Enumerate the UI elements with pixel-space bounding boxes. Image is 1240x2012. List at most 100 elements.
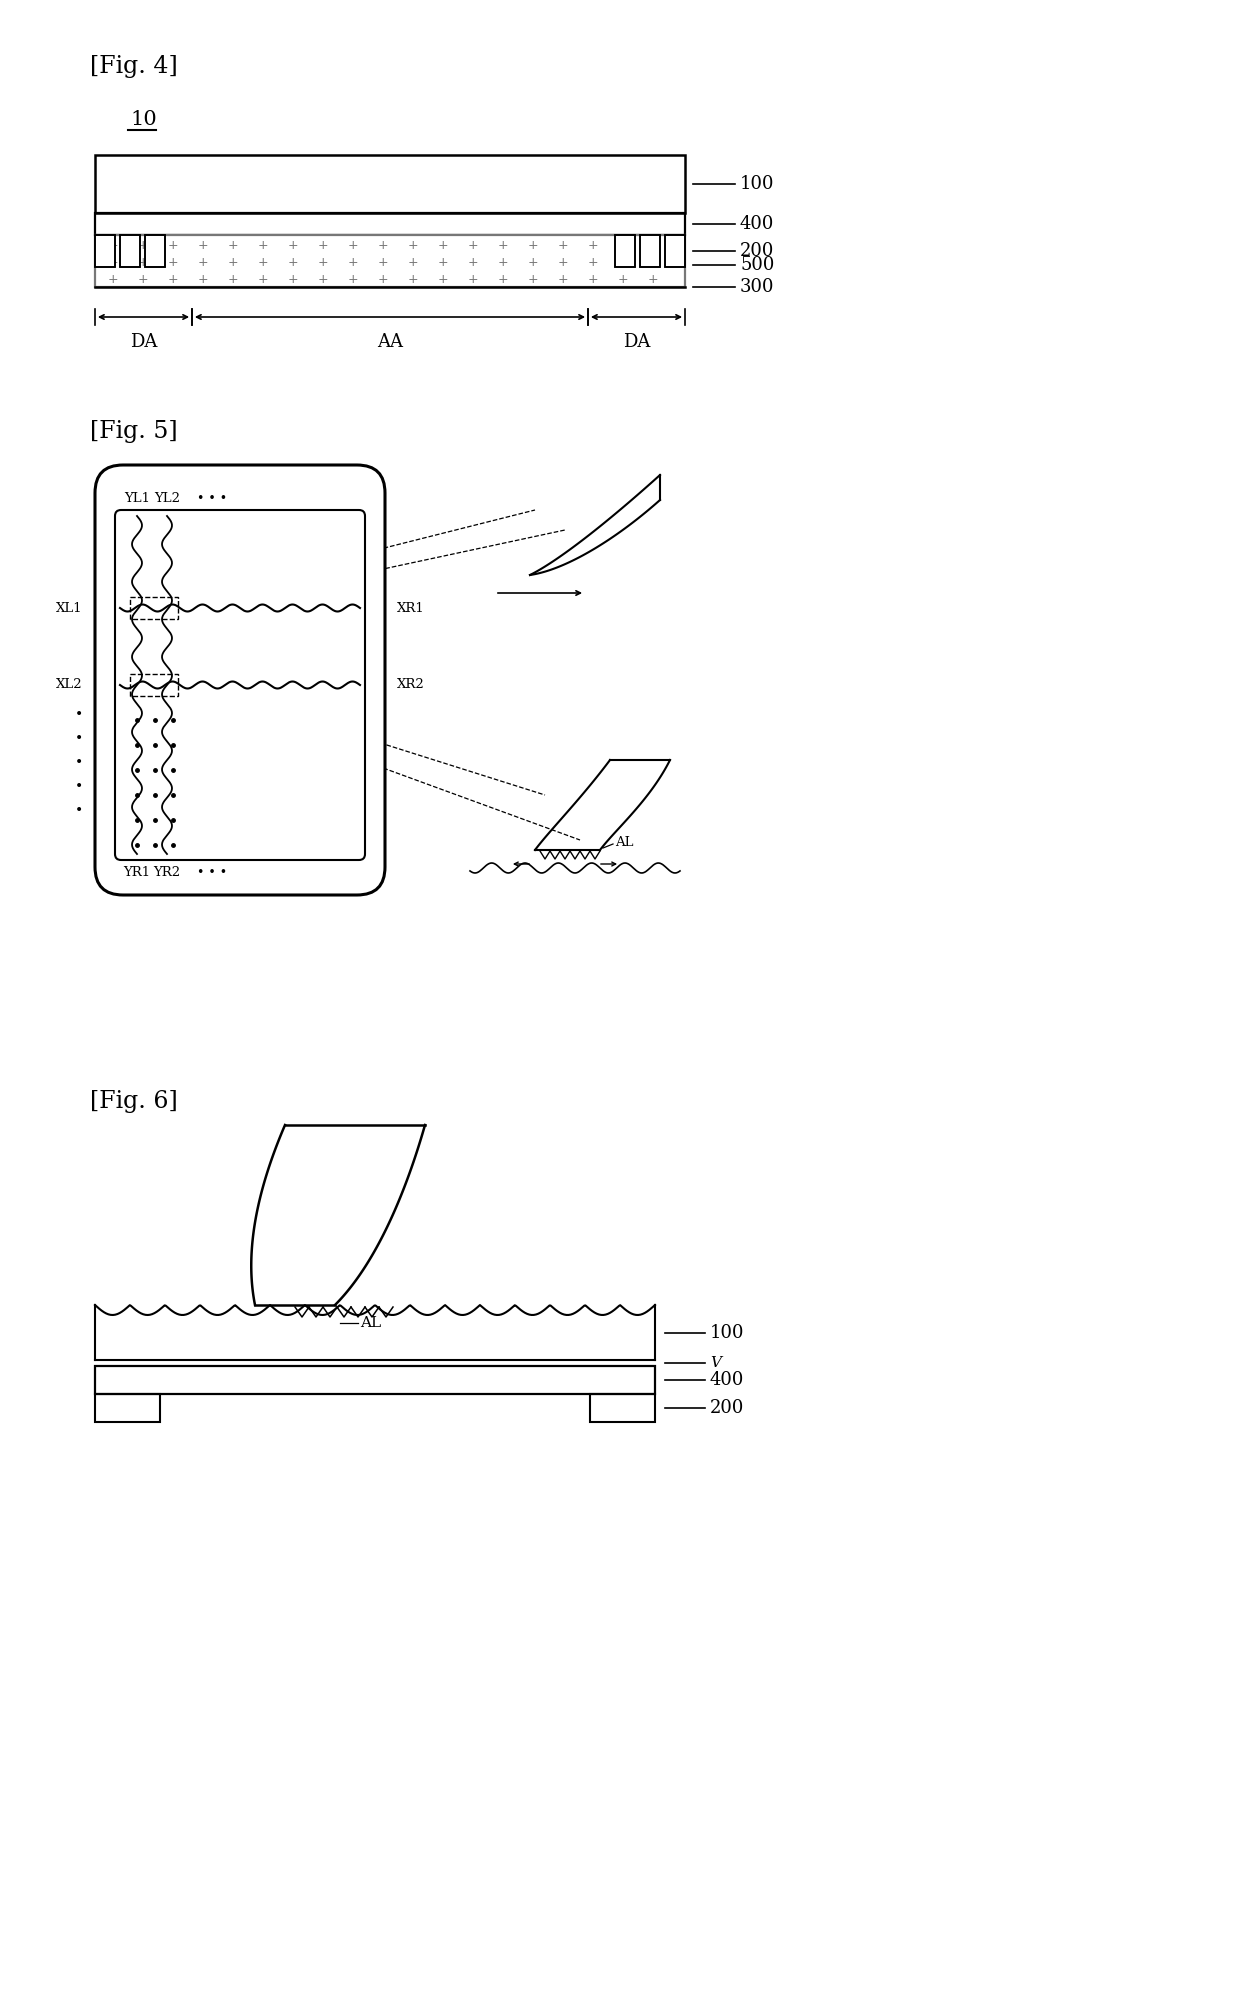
Text: YR1: YR1 (124, 867, 150, 879)
Text: •: • (74, 732, 83, 746)
Text: +: + (258, 256, 268, 270)
Text: +: + (378, 239, 388, 252)
Text: 200: 200 (711, 1398, 744, 1416)
Text: +: + (618, 256, 629, 270)
Text: +: + (258, 239, 268, 252)
Bar (145, 235, 165, 268)
Text: +: + (528, 256, 538, 270)
Text: +: + (588, 256, 599, 270)
Text: 10: 10 (130, 111, 156, 129)
Bar (615, 235, 635, 268)
Text: +: + (228, 256, 238, 270)
Bar (130, 598, 179, 620)
Text: +: + (317, 239, 329, 252)
Text: +: + (378, 274, 388, 286)
Text: +: + (228, 239, 238, 252)
Text: 100: 100 (711, 1324, 744, 1342)
Text: +: + (138, 239, 149, 252)
Bar (665, 235, 684, 268)
Text: +: + (528, 274, 538, 286)
Text: +: + (588, 274, 599, 286)
Text: +: + (288, 239, 299, 252)
Text: +: + (528, 239, 538, 252)
Bar (95, 235, 115, 268)
Bar (95, 235, 115, 268)
Text: AA: AA (377, 334, 403, 350)
Text: [Fig. 6]: [Fig. 6] (91, 1091, 177, 1113)
Bar (640, 235, 660, 268)
Bar (615, 235, 635, 268)
Bar (615, 235, 635, 268)
Text: 400: 400 (740, 215, 774, 233)
Text: YL2: YL2 (154, 491, 180, 505)
Text: +: + (467, 256, 479, 270)
Bar (95, 1394, 160, 1422)
Text: XL1: XL1 (56, 602, 83, 614)
Bar (665, 235, 684, 268)
Bar (95, 1316, 655, 1360)
Text: +: + (618, 274, 629, 286)
Text: 200: 200 (740, 241, 774, 260)
Bar (665, 235, 684, 268)
Bar (95, 1316, 655, 1360)
Text: XR2: XR2 (397, 678, 425, 692)
Bar (120, 235, 140, 268)
Text: +: + (108, 239, 118, 252)
Text: +: + (288, 256, 299, 270)
Text: YR2: YR2 (154, 867, 181, 879)
Bar (95, 213, 684, 235)
Bar (120, 235, 140, 268)
Text: •: • (74, 805, 83, 819)
Bar (95, 235, 684, 288)
Bar (615, 235, 635, 268)
Text: +: + (347, 239, 358, 252)
Text: +: + (647, 239, 658, 252)
Text: 100: 100 (740, 175, 775, 193)
Text: +: + (258, 274, 268, 286)
Text: +: + (438, 256, 449, 270)
Text: +: + (497, 239, 508, 252)
Bar (665, 235, 684, 268)
Text: +: + (558, 239, 568, 252)
Text: DA: DA (622, 334, 650, 350)
Text: DA: DA (130, 334, 157, 350)
Text: 300: 300 (740, 278, 775, 296)
Bar (95, 155, 684, 213)
Bar (640, 235, 660, 268)
Bar (120, 235, 140, 268)
Text: +: + (438, 239, 449, 252)
Text: +: + (197, 256, 208, 270)
Bar (95, 213, 684, 235)
Text: +: + (197, 239, 208, 252)
Text: +: + (197, 274, 208, 286)
Text: XL2: XL2 (56, 678, 83, 692)
Text: V: V (711, 1356, 720, 1370)
Text: +: + (288, 274, 299, 286)
Text: +: + (167, 274, 179, 286)
Bar (640, 235, 660, 268)
Text: +: + (497, 256, 508, 270)
Text: +: + (138, 256, 149, 270)
Bar (130, 674, 179, 696)
Text: •: • (74, 708, 83, 722)
Text: XR1: XR1 (397, 602, 425, 614)
Text: [Fig. 5]: [Fig. 5] (91, 421, 177, 443)
Bar (95, 1366, 655, 1394)
Bar (145, 235, 165, 268)
Text: [Fig. 4]: [Fig. 4] (91, 54, 177, 78)
Bar (95, 235, 115, 268)
Text: +: + (408, 256, 418, 270)
Text: 400: 400 (711, 1370, 744, 1388)
Text: +: + (347, 274, 358, 286)
Text: +: + (467, 274, 479, 286)
Bar (120, 235, 140, 268)
Bar (95, 235, 115, 268)
Bar (145, 235, 165, 268)
Bar (145, 235, 165, 268)
Text: •: • (74, 757, 83, 771)
Text: +: + (167, 239, 179, 252)
Text: • • •: • • • (197, 867, 227, 879)
Text: +: + (347, 256, 358, 270)
Text: 500: 500 (740, 256, 774, 274)
Text: +: + (438, 274, 449, 286)
